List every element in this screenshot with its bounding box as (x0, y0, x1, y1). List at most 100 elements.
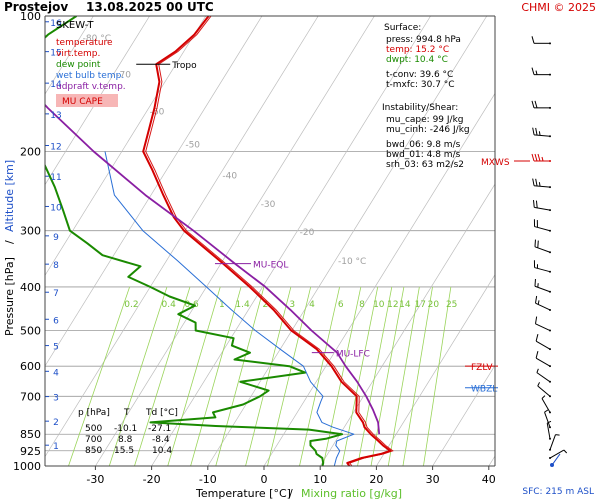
wind-barb-dot (549, 308, 551, 311)
pressure-tick-500: 500 (20, 325, 41, 338)
temp-tick-40: 40 (482, 473, 496, 486)
table-header-td: Td [°C] (145, 408, 178, 418)
temperature-axis: -30 -20 -10 0 10 20 30 40 (86, 466, 496, 486)
pressure-tick-300: 300 (20, 225, 41, 238)
wind-barb-half (535, 70, 538, 75)
wind-barb-half (538, 131, 541, 136)
wind-barb-flag (535, 178, 538, 187)
series-virtual-temp-line (145, 16, 394, 466)
wind-barb-flag (532, 178, 535, 186)
wind-barb-half (536, 368, 539, 373)
x-axis-title: Temperature [°C] / Mixing ratio [g/kg] (195, 487, 402, 500)
wind-barb-flag (531, 100, 535, 108)
altitude-tick-9: 9 (53, 233, 59, 243)
temp-tick-0: 0 (261, 473, 268, 486)
wind-barb-9 (533, 260, 551, 273)
legend-wet-bulb: wet bulb temp. (56, 71, 124, 81)
mixing-line-1 (108, 286, 168, 466)
wind-barb-flag (535, 316, 538, 324)
wind-barb-half (563, 449, 568, 454)
wind-barb-12 (535, 316, 551, 332)
altitude-tick-1: 1 (53, 442, 59, 452)
wind-barb-3 (532, 127, 551, 138)
wind-barb-dot (549, 457, 551, 460)
wind-barb-16 (537, 382, 551, 398)
tropo-label: Tropo (171, 61, 197, 71)
wind-barb-half (541, 395, 546, 399)
wind-barb-flag (537, 240, 539, 248)
wind-barb-dot (549, 380, 551, 383)
wind-barb-dot (549, 395, 551, 398)
isotherm--40 (45, 16, 319, 458)
isotherm-label-7: -10 °C (338, 257, 366, 267)
wind-barb-4 (531, 153, 551, 162)
wind-barb-shaft (536, 372, 551, 383)
pressure-tick-200: 200 (20, 145, 41, 158)
surface-tmxfc: t-mxfc: 30.7 °C (386, 80, 455, 90)
srh03-value: srh_03: 63 m2/s2 (386, 160, 464, 170)
sfc-wind-line (551, 453, 561, 466)
table-header-t: T (123, 408, 130, 418)
wind-barb-flag (535, 200, 538, 208)
wind-barb-20 (549, 434, 560, 451)
wind-barb-2 (531, 100, 551, 109)
wind-barb-half (541, 156, 544, 162)
altitude-tick-16: 16 (50, 19, 62, 29)
levels-table: p [hPa] T Td [°C] 500 -10.1 -27.1 700 8.… (78, 408, 178, 456)
altitude-tick-5: 5 (53, 343, 59, 353)
wind-barb-11 (535, 295, 551, 311)
isotherm--70 (45, 16, 150, 186)
wbzl-label: WBZL (471, 385, 497, 395)
mixing-ratio-grid (68, 286, 452, 466)
wind-barb-shaft (541, 398, 551, 413)
mixing-line-5 (215, 286, 265, 466)
isotherm--50 (45, 16, 263, 367)
mu-cinh-value: mu_cinh: -246 J/kg (386, 125, 470, 135)
wind-barb-dot (549, 270, 551, 273)
wind-barb-flag (531, 36, 535, 44)
mu-cape-value: mu_cape: 99 J/kg (386, 115, 464, 125)
altitude-tick-12: 12 (50, 143, 61, 153)
info-panel: Surface: press: 994.8 hPa temp: 15.2 °C … (382, 23, 470, 170)
mixing-label-13: 17 (415, 300, 426, 310)
profile-series (45, 16, 394, 466)
mixing-label-14: 20 (428, 300, 440, 310)
mixing-label-5: 2 (262, 300, 268, 310)
isotherm-label-5: -30 (261, 200, 276, 210)
isotherm-label-2: -60 (150, 107, 165, 117)
altitude-tick-3: 3 (53, 394, 59, 404)
wind-barb-5 (532, 178, 551, 189)
temp-tick--30: -30 (86, 473, 104, 486)
isotherm--10 (207, 16, 488, 466)
mixing-line-8 (299, 286, 340, 466)
wind-barb-half (537, 382, 540, 387)
ylabel-separator: / (3, 240, 16, 244)
pressure-tick-925: 925 (20, 445, 41, 458)
mixing-label-9: 8 (359, 300, 365, 310)
wind-barb-dot (549, 159, 551, 162)
wind-barb-flag (534, 153, 538, 162)
temp-tick-10: 10 (313, 473, 327, 486)
wind-barb-flag (535, 333, 539, 342)
wind-barb-17 (541, 395, 551, 414)
sounding-datetime: 13.08.2025 00 UTC (86, 0, 214, 14)
table-row-700-t: 8.8 (118, 435, 133, 445)
wind-barb-dot (549, 290, 551, 293)
station-name: Prostejov (4, 0, 68, 14)
wind-barbs (531, 36, 568, 468)
table-row-700-p: 700 (85, 435, 102, 445)
legend-dew-point: dew point (56, 60, 101, 70)
wind-barb-7 (533, 219, 551, 232)
altitude-tick-15: 15 (50, 49, 61, 59)
altitude-axis: 16 15 14 13 12 11 10 9 8 7 6 5 4 3 2 1 (45, 19, 62, 452)
legend-updraft: udpraft v.temp. (56, 82, 126, 92)
table-header-p: p [hPa] (78, 408, 110, 418)
pressure-tick-1000: 1000 (13, 460, 41, 473)
temp-tick-30: 30 (426, 473, 440, 486)
table-row-500-td: -27.1 (148, 424, 171, 434)
isotherm-label-3: -50 (185, 141, 200, 151)
altitude-tick-10: 10 (50, 203, 62, 213)
wind-barb-flag (532, 127, 535, 135)
pressure-axis: 100 200 300 400 500 600 700 850 925 1000 (13, 10, 41, 473)
wind-barb-15 (536, 368, 551, 383)
